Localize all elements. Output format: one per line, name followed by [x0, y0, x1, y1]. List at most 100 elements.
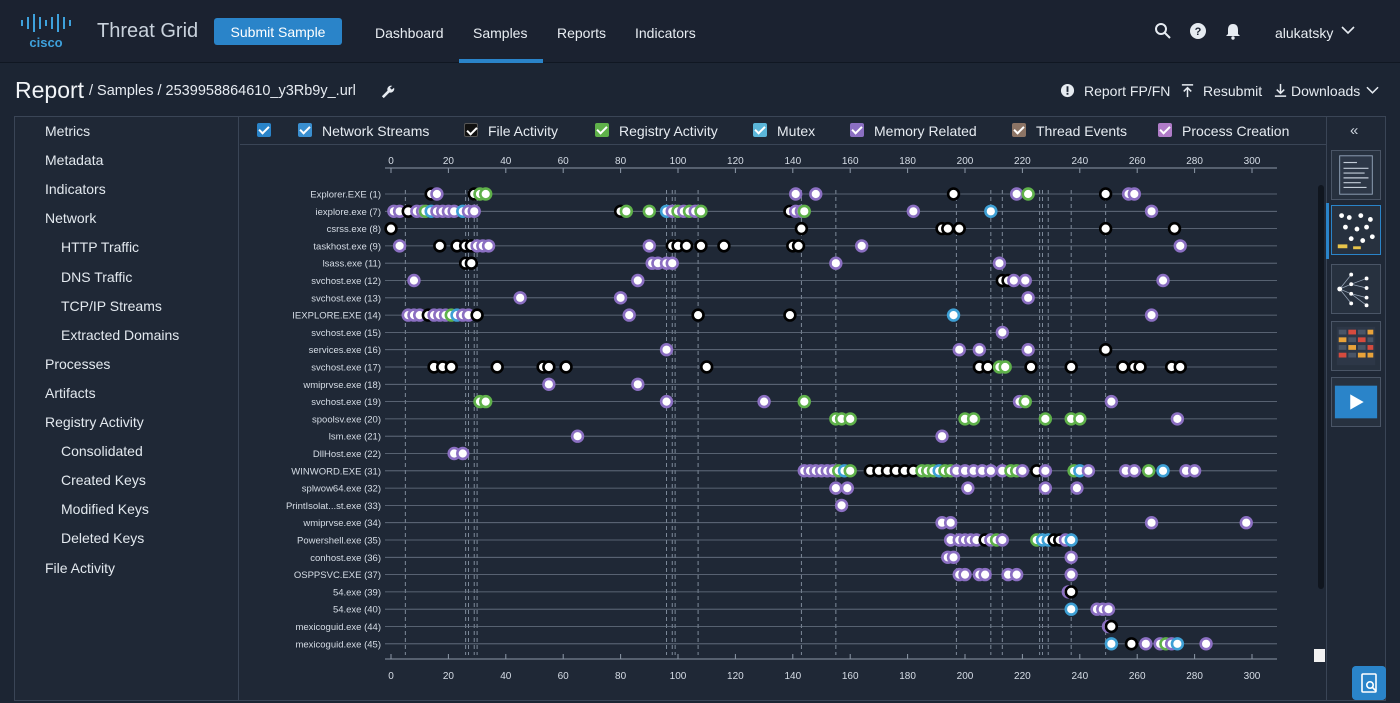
- event-dot-mem[interactable]: [1187, 464, 1202, 478]
- legend-checkbox-thread-events[interactable]: [1012, 123, 1026, 137]
- process-label[interactable]: wmiprvse.exe (34): [302, 518, 381, 529]
- event-dot-mem[interactable]: [1007, 273, 1021, 288]
- process-tree-icon[interactable]: [1331, 264, 1381, 314]
- event-dot-file[interactable]: [470, 308, 484, 322]
- event-dot-file[interactable]: [1098, 187, 1113, 201]
- event-dot-mem[interactable]: [631, 273, 645, 288]
- event-dot-file[interactable]: [700, 360, 714, 374]
- event-dot-file[interactable]: [1124, 637, 1139, 651]
- event-dot-reg[interactable]: [1073, 412, 1087, 426]
- event-dot-mem[interactable]: [1170, 412, 1185, 426]
- event-dot-file[interactable]: [794, 221, 809, 236]
- event-dot-mem[interactable]: [1009, 187, 1024, 201]
- event-dot-mem[interactable]: [935, 429, 949, 443]
- nav-samples[interactable]: Samples: [473, 25, 528, 41]
- event-dot-mem[interactable]: [1015, 464, 1030, 478]
- event-dot-mut[interactable]: [1170, 637, 1185, 651]
- process-label[interactable]: IEXPLORE.EXE (14): [292, 311, 381, 322]
- event-dot-file[interactable]: [783, 308, 797, 322]
- process-label[interactable]: lsm.exe (21): [329, 432, 381, 443]
- legend-checkbox-mutex[interactable]: [753, 123, 767, 137]
- process-label[interactable]: services.exe (16): [309, 345, 381, 356]
- upload-icon[interactable]: [1180, 83, 1195, 98]
- process-label[interactable]: svchost.exe (13): [311, 293, 381, 304]
- video-play-icon[interactable]: [1331, 377, 1381, 427]
- user-menu[interactable]: alukatsky: [1275, 25, 1334, 41]
- bell-icon[interactable]: [1224, 22, 1242, 40]
- alert-icon[interactable]: [1060, 83, 1075, 98]
- event-dot-mem[interactable]: [1021, 343, 1035, 357]
- event-dot-mem[interactable]: [829, 256, 843, 270]
- event-dot-reg[interactable]: [1038, 412, 1053, 426]
- sidebar-item-metrics[interactable]: Metrics: [45, 123, 91, 139]
- nav-reports[interactable]: Reports: [557, 25, 607, 41]
- sidebar-item-file-activity[interactable]: File Activity: [45, 559, 116, 576]
- wrench-icon[interactable]: [380, 84, 395, 99]
- search-doc-icon[interactable]: [1352, 666, 1386, 700]
- legend-checkbox-process-creation[interactable]: [1158, 123, 1172, 137]
- event-dot-mem[interactable]: [1127, 464, 1142, 478]
- event-dot-mem[interactable]: [1038, 464, 1053, 478]
- sidebar-item-consolidated[interactable]: Consolidated: [61, 443, 143, 460]
- event-dot-mem[interactable]: [788, 187, 803, 201]
- event-dot-file[interactable]: [691, 308, 705, 322]
- event-dot-file[interactable]: [952, 221, 966, 236]
- downloads-menu[interactable]: Downloads: [1291, 83, 1361, 99]
- process-label[interactable]: svchost.exe (12): [311, 276, 381, 287]
- process-label[interactable]: Powershell.exe (35): [297, 536, 381, 547]
- event-dot-file[interactable]: [490, 360, 504, 374]
- event-dot-mem[interactable]: [952, 343, 966, 357]
- event-dot-reg[interactable]: [843, 464, 857, 478]
- process-label[interactable]: wmiprvse.exe (18): [302, 380, 381, 391]
- event-dot-mem[interactable]: [943, 516, 958, 530]
- chevron-down-icon[interactable]: [1366, 85, 1379, 95]
- event-dot-mem[interactable]: [1009, 567, 1024, 582]
- process-label[interactable]: csrss.exe (8): [327, 224, 381, 235]
- event-dot-mem[interactable]: [1064, 567, 1078, 582]
- report-fpfn-button[interactable]: Report FP/FN: [1084, 83, 1171, 99]
- event-dot-file[interactable]: [1064, 585, 1078, 599]
- event-dot-reg[interactable]: [619, 204, 634, 219]
- event-dot-mem[interactable]: [1199, 637, 1213, 651]
- nav-indicators[interactable]: Indicators: [635, 25, 696, 41]
- event-dot-file[interactable]: [694, 239, 708, 253]
- event-dot-file[interactable]: [981, 360, 995, 374]
- event-dot-reg[interactable]: [797, 204, 811, 219]
- event-dot-mut[interactable]: [1156, 464, 1170, 478]
- process-label[interactable]: spoolsv.exe (20): [312, 414, 381, 425]
- event-dot-mem[interactable]: [1144, 308, 1159, 322]
- event-dot-mem[interactable]: [1070, 481, 1084, 495]
- event-dot-mem[interactable]: [829, 481, 843, 495]
- event-dot-mem[interactable]: [622, 308, 636, 322]
- event-dot-mem[interactable]: [1064, 550, 1078, 564]
- heatmap-view-icon[interactable]: [1331, 321, 1381, 371]
- submit-sample-button[interactable]: Submit Sample: [214, 18, 342, 45]
- process-label[interactable]: conhost.exe (36): [310, 553, 381, 564]
- event-dot-mut[interactable]: [1104, 637, 1119, 651]
- event-dot-mem[interactable]: [1144, 204, 1159, 219]
- event-dot-reg[interactable]: [479, 394, 493, 409]
- event-dot-mem[interactable]: [978, 567, 992, 582]
- event-dot-reg[interactable]: [797, 394, 811, 409]
- legend-checkbox-registry-activity[interactable]: [595, 123, 609, 137]
- event-dot-mem[interactable]: [542, 377, 556, 392]
- event-dot-mem[interactable]: [513, 291, 527, 305]
- event-dot-mem[interactable]: [1139, 637, 1153, 651]
- event-dot-file[interactable]: [1104, 619, 1119, 634]
- event-dot-file[interactable]: [444, 360, 458, 374]
- event-dot-file[interactable]: [1064, 360, 1078, 374]
- event-dot-mem[interactable]: [972, 343, 987, 357]
- event-dot-file[interactable]: [679, 239, 694, 253]
- event-dot-file[interactable]: [946, 187, 961, 201]
- resubmit-button[interactable]: Resubmit: [1203, 83, 1263, 99]
- event-dot-mem[interactable]: [946, 550, 961, 564]
- help-icon[interactable]: ?: [1189, 22, 1207, 40]
- sidebar-item-dns-traffic[interactable]: DNS Traffic: [61, 268, 133, 285]
- event-dot-mem[interactable]: [392, 239, 407, 253]
- sidebar-item-metadata[interactable]: Metadata: [45, 152, 104, 169]
- document-view-icon[interactable]: [1331, 150, 1381, 200]
- event-dot-file[interactable]: [542, 360, 556, 374]
- chart-scrollbar[interactable]: [1318, 185, 1324, 589]
- event-dot-mem[interactable]: [984, 464, 998, 478]
- event-dot-mem[interactable]: [659, 343, 674, 357]
